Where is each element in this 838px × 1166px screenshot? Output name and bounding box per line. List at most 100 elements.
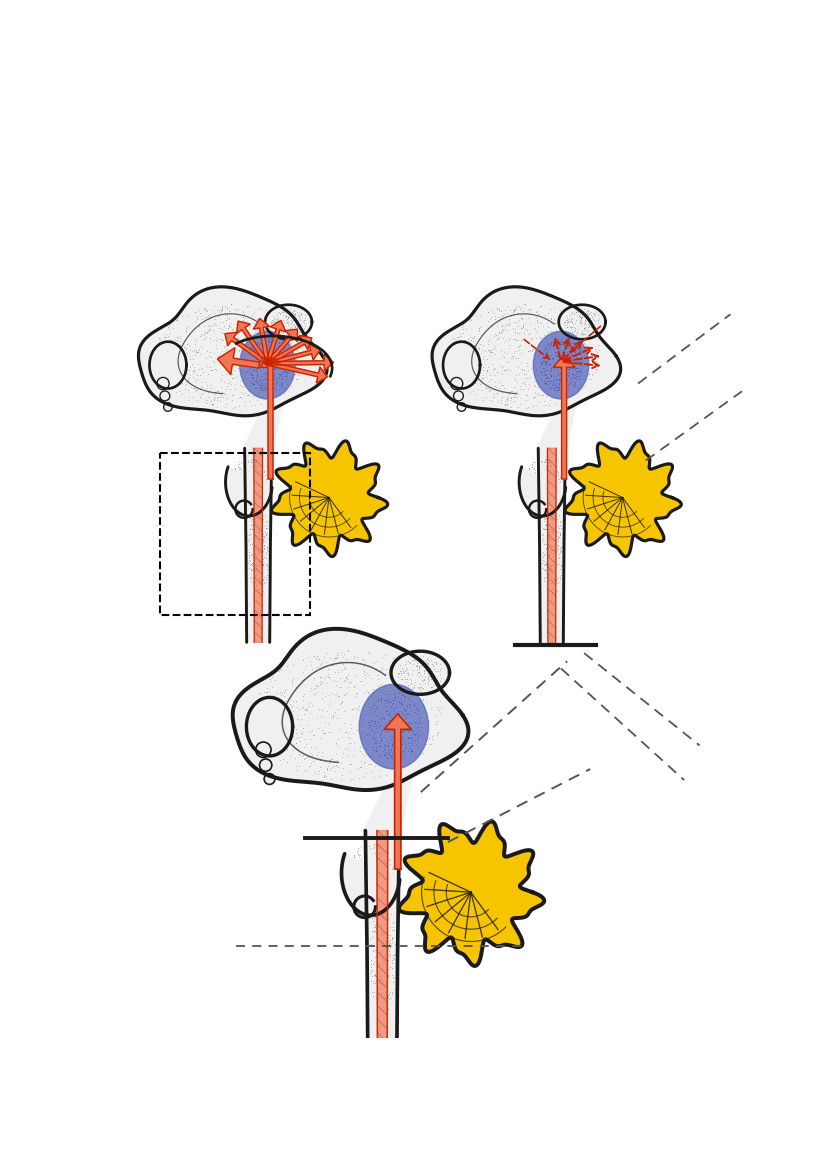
Point [226,357,240,375]
Point [570,302,583,321]
Point [572,328,586,346]
Point [230,489,243,507]
Point [377,708,391,726]
Point [357,649,370,668]
Point [241,354,255,373]
Point [572,359,586,378]
Point [371,956,385,975]
Point [224,365,237,384]
Point [377,933,391,951]
Point [251,328,265,346]
Point [254,731,267,750]
Point [566,359,580,378]
Point [424,677,437,696]
Point [518,360,531,379]
Point [542,465,556,484]
Point [368,710,381,729]
Point [538,475,551,493]
Point [541,567,555,585]
Point [535,457,548,476]
Point [414,714,427,732]
Point [575,308,588,326]
Point [571,345,584,364]
Point [527,356,541,374]
Point [579,325,592,344]
Polygon shape [272,441,388,556]
Point [383,663,396,682]
Point [190,370,204,388]
Point [394,725,407,744]
Point [434,668,447,687]
Point [167,363,180,381]
Point [244,473,257,492]
Point [551,330,565,349]
Point [406,651,419,669]
Point [251,366,264,385]
Point [247,473,261,492]
Point [251,384,265,402]
Point [467,336,480,354]
Point [252,473,266,492]
Point [433,661,447,680]
Point [541,456,555,475]
Point [534,370,547,388]
Point [303,757,317,775]
Point [226,462,240,480]
Point [450,346,463,365]
Point [391,708,404,726]
Point [366,941,380,960]
Point [257,312,271,331]
Point [473,356,486,374]
Point [238,466,251,485]
Point [546,477,559,496]
Point [430,670,443,689]
Point [205,396,219,415]
Point [282,370,296,388]
Point [157,346,170,365]
Point [380,702,393,721]
Point [207,395,220,414]
Point [240,468,253,486]
Point [262,370,276,388]
Point [385,736,398,754]
Point [369,872,382,891]
Point [283,314,297,332]
Point [258,380,272,399]
Point [567,378,581,396]
Point [464,310,478,329]
Point [259,349,272,367]
Point [376,709,390,728]
Point [402,722,416,740]
Point [539,469,552,487]
Point [297,361,310,380]
Point [544,354,557,373]
Point [235,352,249,371]
Point [233,486,246,505]
Point [186,367,199,386]
Point [172,329,185,347]
Point [494,375,507,394]
Point [297,310,311,329]
Point [364,929,377,948]
Point [401,695,415,714]
Point [263,347,277,366]
Point [204,333,217,352]
Point [228,342,241,360]
Point [153,329,166,347]
Point [256,381,270,400]
Point [210,382,224,401]
Point [368,964,381,983]
Point [228,360,241,379]
Point [454,349,468,367]
Point [254,359,267,378]
Point [392,665,406,683]
Point [255,464,268,483]
Point [442,351,455,370]
Point [228,398,241,416]
Point [248,510,261,528]
Point [422,683,435,702]
Point [547,353,561,372]
Point [346,879,360,898]
Point [471,337,484,356]
Point [329,733,343,752]
